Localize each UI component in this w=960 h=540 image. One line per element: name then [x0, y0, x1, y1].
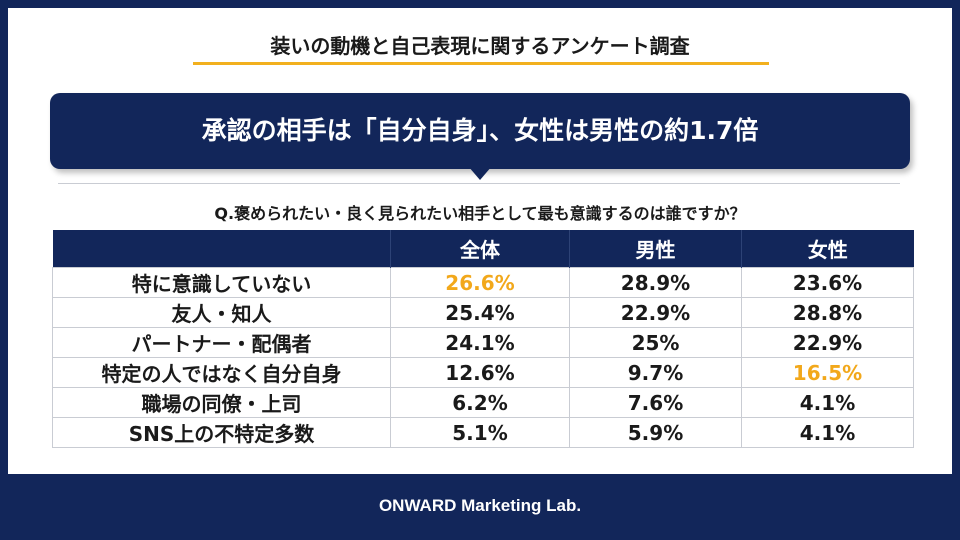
column-header-male: 男性: [569, 230, 742, 268]
value-cell: 28.8%: [741, 297, 914, 328]
value-cell: 16.5%: [741, 357, 914, 388]
row-label: 特に意識していない: [52, 267, 391, 298]
survey-title: 装いの動機と自己表現に関するアンケート調査: [270, 34, 690, 58]
value-cell: 23.6%: [741, 267, 914, 298]
value-cell: 7.6%: [569, 387, 742, 418]
value-cell: 12.6%: [390, 357, 570, 388]
value-cell: 25.4%: [390, 297, 570, 328]
value-cell: 6.2%: [390, 387, 570, 418]
table-row: 特定の人ではなく自分自身 12.6% 9.7% 16.5%: [52, 357, 914, 388]
row-label: 友人・知人: [52, 297, 391, 328]
survey-question: Q.褒められたい・良く見られたい相手として最も意識するのは誰ですか？: [214, 204, 746, 223]
value-cell: 28.9%: [569, 267, 742, 298]
value-cell: 24.1%: [390, 327, 570, 358]
value-cell: 22.9%: [569, 297, 742, 328]
row-label: 職場の同僚・上司: [52, 387, 391, 418]
title-underline: [193, 62, 769, 65]
value-cell: 9.7%: [569, 357, 742, 388]
value-cell: 5.9%: [569, 417, 742, 448]
value-cell: 22.9%: [741, 327, 914, 358]
column-header-label: [52, 230, 391, 268]
column-header-female: 女性: [741, 230, 914, 268]
table-header-row: 全体 男性 女性: [52, 230, 914, 268]
table-row: 友人・知人 25.4% 22.9% 28.8%: [52, 297, 914, 328]
brand-footer: ONWARD Marketing Lab.: [378, 496, 582, 515]
table-row: SNS上の不特定多数 5.1% 5.9% 4.1%: [52, 417, 914, 448]
headline-banner: 承認の相手は「自分自身」、女性は男性の約1.7倍: [50, 93, 910, 169]
value-cell: 5.1%: [390, 417, 570, 448]
row-label: SNS上の不特定多数: [52, 417, 391, 448]
results-table: 全体 男性 女性 特に意識していない 26.6% 28.9% 23.6% 友人・知人 25…: [52, 230, 914, 448]
table-row: パートナー・配偶者 24.1% 25% 22.9%: [52, 327, 914, 358]
table-row: 職場の同僚・上司 6.2% 7.6% 4.1%: [52, 387, 914, 418]
table-row: 特に意識していない 26.6% 28.9% 23.6%: [52, 267, 914, 298]
row-label: パートナー・配偶者: [52, 327, 391, 358]
value-cell: 4.1%: [741, 417, 914, 448]
table-body: 特に意識していない 26.6% 28.9% 23.6% 友人・知人 25.4% 22.9% 2…: [52, 267, 914, 448]
divider: [58, 183, 900, 184]
column-header-total: 全体: [390, 230, 570, 268]
value-cell: 25%: [569, 327, 742, 358]
headline-text: 承認の相手は「自分自身」、女性は男性の約1.7倍: [201, 116, 759, 145]
value-cell: 4.1%: [741, 387, 914, 418]
value-cell: 26.6%: [390, 267, 570, 298]
headline-pointer: [468, 166, 492, 180]
row-label: 特定の人ではなく自分自身: [52, 357, 391, 388]
